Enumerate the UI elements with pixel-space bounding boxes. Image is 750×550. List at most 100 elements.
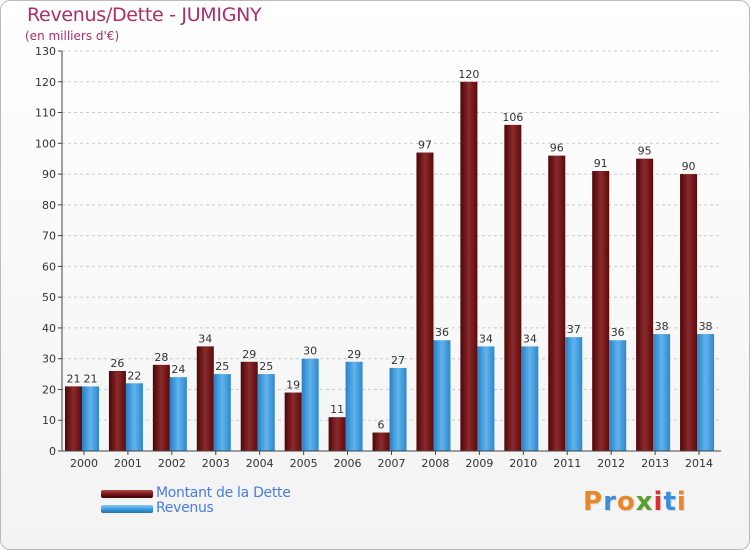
y-tick-label: 0	[49, 445, 56, 458]
x-tick-label: 2014	[685, 457, 713, 470]
data-label: 95	[638, 145, 652, 158]
data-label: 34	[479, 332, 493, 345]
data-label: 106	[502, 111, 523, 124]
data-label: 21	[84, 372, 98, 385]
y-tick-label: 130	[35, 45, 56, 58]
data-label: 91	[594, 157, 608, 170]
data-label: 24	[171, 363, 185, 376]
logo-letter: i	[653, 487, 664, 517]
data-label: 6	[378, 419, 385, 432]
legend-swatch-dette	[101, 490, 153, 498]
data-label: 28	[154, 351, 168, 364]
bar-revenus	[82, 386, 99, 451]
data-label: 11	[330, 403, 344, 416]
chart-title: Revenus/Dette - JUMIGNY	[27, 4, 262, 26]
y-tick-label: 80	[42, 199, 56, 212]
bar-revenus	[125, 383, 143, 451]
bar-dette	[460, 81, 478, 452]
y-tick-label: 40	[42, 322, 56, 335]
bar-revenus	[565, 337, 583, 451]
y-tick-label: 70	[42, 230, 56, 243]
x-tick-label: 2009	[465, 457, 493, 470]
data-label: 22	[127, 369, 141, 382]
x-tick-label: 2008	[421, 457, 449, 470]
bar-dette	[108, 371, 126, 451]
y-tick-label: 90	[42, 168, 56, 181]
bar-dette	[65, 386, 82, 451]
bar-revenus	[609, 340, 627, 451]
bar-dette	[592, 171, 610, 451]
data-label: 26	[110, 357, 124, 370]
bar-dette	[284, 392, 302, 451]
bar-revenus	[653, 334, 671, 451]
y-tick-label: 30	[42, 353, 56, 366]
data-label: 29	[347, 348, 361, 361]
logo-letter: t	[663, 487, 677, 517]
data-label: 34	[198, 332, 212, 345]
x-tick-label: 2011	[553, 457, 581, 470]
bar-dette	[196, 346, 214, 451]
x-tick-label: 2010	[509, 457, 537, 470]
bar-revenus	[477, 346, 495, 451]
bar-dette	[372, 432, 390, 451]
data-label: 37	[567, 323, 581, 336]
bar-revenus	[169, 377, 187, 451]
legend-swatch-revenus	[101, 505, 153, 513]
bar-revenus	[389, 367, 407, 451]
bar-revenus	[521, 346, 539, 451]
bar-dette	[548, 155, 566, 451]
data-label: 30	[303, 345, 317, 358]
bar-dette	[240, 361, 258, 451]
y-tick-label: 20	[42, 383, 56, 396]
bar-revenus	[433, 340, 451, 451]
x-tick-label: 2000	[70, 457, 98, 470]
bar-revenus	[301, 358, 319, 451]
data-label: 38	[699, 320, 713, 333]
bar-revenus	[257, 374, 275, 451]
data-label: 25	[215, 360, 229, 373]
bar-dette	[636, 158, 654, 451]
bar-dette	[328, 417, 346, 451]
data-label: 97	[418, 139, 432, 152]
y-tick-label: 60	[42, 260, 56, 273]
x-tick-label: 2002	[158, 457, 186, 470]
logo-letter: P	[583, 487, 604, 517]
data-label: 120	[458, 68, 479, 81]
x-tick-label: 2003	[202, 457, 230, 470]
x-tick-label: 2006	[334, 457, 362, 470]
bar-dette	[504, 124, 522, 451]
data-label: 27	[391, 354, 405, 367]
data-label: 34	[523, 332, 537, 345]
logo-letter: x	[635, 487, 654, 517]
y-tick-label: 10	[42, 414, 56, 427]
x-tick-label: 2012	[597, 457, 625, 470]
logo-letter: r	[603, 487, 617, 517]
data-label: 90	[682, 160, 696, 173]
legend-label-revenus: Revenus	[156, 500, 214, 516]
bar-revenus	[697, 334, 715, 451]
y-tick-label: 110	[35, 107, 56, 120]
data-label: 25	[259, 360, 273, 373]
proxiti-logo: Proxiti	[583, 487, 687, 517]
y-tick-label: 50	[42, 291, 56, 304]
bar-dette	[680, 174, 698, 452]
data-label: 29	[242, 348, 256, 361]
x-tick-label: 2013	[641, 457, 669, 470]
x-tick-label: 2004	[246, 457, 274, 470]
y-tick-label: 100	[35, 137, 56, 150]
logo-letter: i	[676, 487, 687, 517]
data-label: 38	[655, 320, 669, 333]
data-label: 36	[611, 326, 625, 339]
chart-subtitle: (en milliers d'€)	[25, 29, 120, 43]
bar-dette	[152, 364, 170, 451]
bar-dette	[416, 152, 434, 452]
x-tick-label: 2007	[378, 457, 406, 470]
y-tick-label: 120	[35, 76, 56, 89]
bar-revenus	[213, 374, 231, 451]
data-label: 21	[67, 372, 81, 385]
legend-label-dette: Montant de la Dette	[156, 485, 291, 501]
data-label: 19	[286, 379, 300, 392]
x-tick-label: 2005	[290, 457, 318, 470]
bar-revenus	[345, 361, 363, 451]
